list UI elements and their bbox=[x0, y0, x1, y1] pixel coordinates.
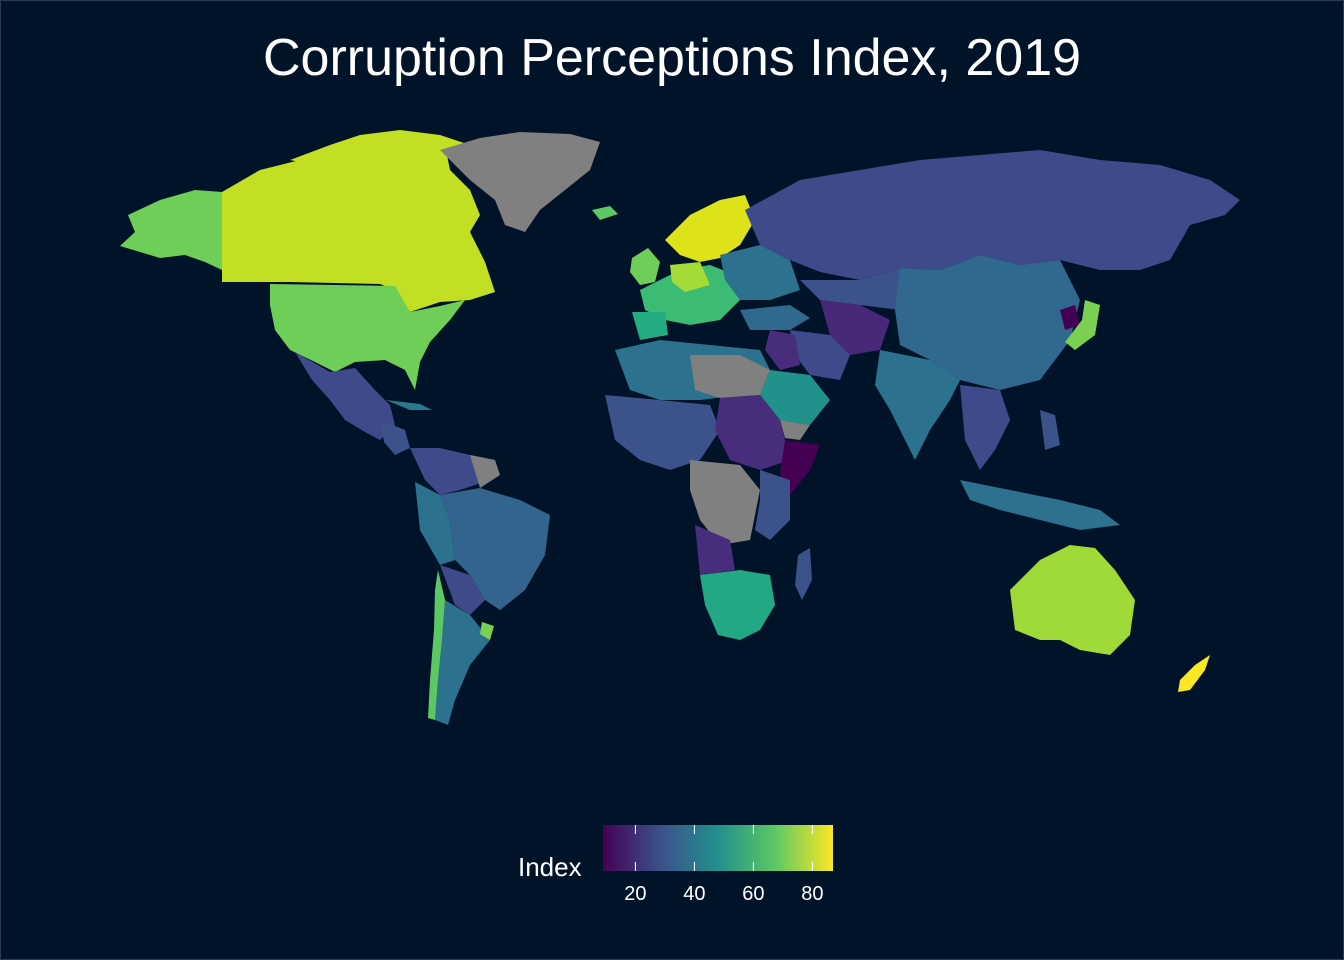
country-west-africa bbox=[605, 395, 720, 470]
legend-tick-label: 20 bbox=[624, 883, 647, 905]
legend-tick-label: 40 bbox=[683, 883, 706, 905]
country-yemen bbox=[780, 420, 810, 440]
legend-tick-label: 60 bbox=[742, 883, 765, 905]
country-new-zealand bbox=[1178, 655, 1210, 692]
country-korea-north bbox=[1060, 305, 1080, 330]
country-iraq-syria bbox=[765, 330, 800, 370]
legend-colorbar bbox=[603, 825, 833, 871]
country-iran-region bbox=[790, 330, 850, 380]
country-uruguay bbox=[480, 622, 494, 640]
country-libya-egypt bbox=[690, 355, 770, 398]
country-australia bbox=[1010, 545, 1135, 655]
country-southeast-asia bbox=[960, 385, 1010, 470]
country-turkey-caucasus bbox=[740, 305, 810, 330]
country-canada bbox=[222, 138, 495, 312]
country-guyana-region bbox=[470, 455, 500, 488]
country-angola-region bbox=[695, 525, 735, 575]
country-philippines bbox=[1040, 410, 1060, 450]
country-east-africa bbox=[755, 470, 790, 540]
country-greenland bbox=[440, 132, 600, 232]
country-western-europe bbox=[640, 265, 740, 325]
country-china-mongolia bbox=[895, 255, 1080, 390]
country-southern-africa bbox=[700, 570, 775, 640]
country-uk-ireland bbox=[630, 248, 660, 285]
country-argentina bbox=[435, 600, 490, 725]
country-saudi-arabia bbox=[760, 370, 830, 425]
country-eastern-europe bbox=[720, 245, 800, 300]
country-mexico bbox=[295, 352, 395, 440]
country-scandinavia bbox=[665, 195, 755, 262]
country-sudan-region bbox=[715, 395, 790, 470]
legend-tick-marks bbox=[634, 825, 813, 871]
country-brazil bbox=[440, 488, 550, 610]
country-indonesia bbox=[960, 480, 1120, 530]
country-cuba bbox=[386, 400, 432, 410]
country-usa bbox=[270, 284, 465, 390]
country-germany-benelux bbox=[670, 262, 710, 292]
country-russia bbox=[745, 150, 1240, 280]
country-madagascar bbox=[795, 548, 812, 600]
legend-title: Index bbox=[518, 852, 582, 882]
country-central-africa bbox=[690, 460, 760, 545]
country-japan bbox=[1065, 300, 1100, 350]
country-india bbox=[875, 350, 960, 460]
country-iberia bbox=[632, 312, 668, 340]
country-chile bbox=[428, 570, 445, 720]
map-title: Corruption Perceptions Index, 2019 bbox=[262, 29, 1082, 87]
legend-tick-label: 80 bbox=[801, 883, 824, 905]
country-alaska bbox=[120, 190, 222, 270]
country-iceland bbox=[592, 206, 618, 220]
country-central-america bbox=[380, 420, 410, 455]
country-bolivia-paraguay bbox=[440, 565, 485, 615]
country-canada-north-islands bbox=[290, 130, 470, 168]
country-central-asia bbox=[820, 300, 890, 355]
country-peru-ecuador bbox=[415, 482, 455, 565]
